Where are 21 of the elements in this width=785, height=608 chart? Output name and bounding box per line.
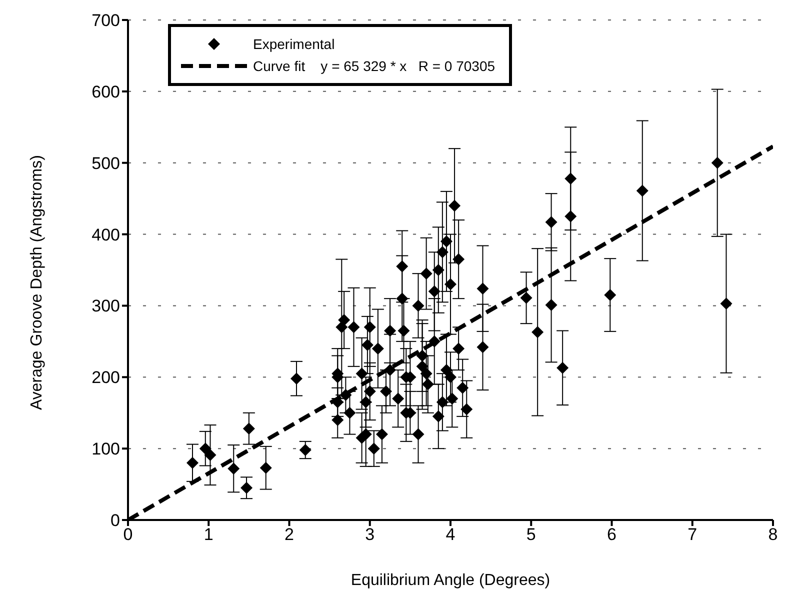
y-axis-title: Average Groove Depth (Angstroms) xyxy=(28,155,46,410)
x-tick-label: 1 xyxy=(204,525,214,544)
legend-label: Curve fit y = 65 329 * x R = 0 70305 xyxy=(253,58,496,74)
y-tick-label: 600 xyxy=(92,82,120,102)
legend-label: Experimental xyxy=(253,36,335,52)
y-tick-label: 200 xyxy=(92,368,120,388)
x-axis-title: Equilibrium Angle (Degrees) xyxy=(350,572,550,589)
x-tick-label: 4 xyxy=(446,525,456,544)
y-tick-label: 700 xyxy=(92,11,120,30)
y-tick-label: 400 xyxy=(92,225,120,244)
y-tick-label: 100 xyxy=(92,440,120,459)
x-tick-label: 5 xyxy=(526,525,536,544)
x-tick-label: 3 xyxy=(365,525,375,544)
y-tick-label: 500 xyxy=(92,154,120,173)
y-tick-label: 0 xyxy=(110,511,120,530)
x-tick-label: 6 xyxy=(607,525,616,544)
x-tick-label: 2 xyxy=(284,525,294,544)
x-tick-label: 7 xyxy=(688,525,698,544)
x-tick-label: 0 xyxy=(123,525,133,544)
x-tick-label: 8 xyxy=(768,525,778,544)
y-tick-label: 300 xyxy=(92,296,120,316)
